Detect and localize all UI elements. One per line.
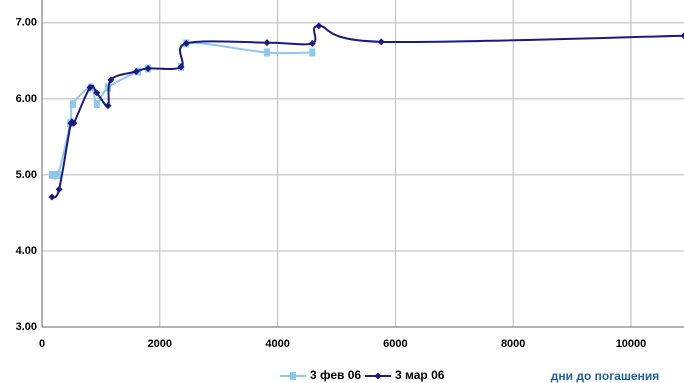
marker — [132, 67, 140, 75]
marker — [315, 22, 323, 30]
y-tick-label: 3.00 — [16, 321, 37, 333]
marker — [49, 170, 56, 179]
marker — [86, 83, 94, 91]
marker — [70, 119, 78, 127]
marker — [377, 38, 385, 46]
legend-marker — [374, 372, 382, 380]
legend-marker — [290, 372, 296, 380]
marker — [93, 100, 100, 109]
marker — [104, 102, 112, 110]
x-tick-label: 4000 — [265, 338, 289, 350]
marker — [182, 39, 190, 47]
x-tick-label: 0 — [39, 338, 45, 350]
marker — [308, 39, 316, 47]
marker — [69, 100, 76, 109]
marker — [55, 185, 63, 193]
x-tick-label: 10000 — [616, 338, 647, 350]
marker — [54, 170, 61, 179]
marker — [177, 63, 185, 71]
y-tick-label: 5.00 — [16, 169, 37, 181]
marker — [680, 32, 684, 40]
legend-label: 3 фев 06 — [310, 368, 361, 382]
marker — [48, 193, 56, 201]
x-tick-label: 2000 — [148, 338, 172, 350]
marker — [263, 39, 271, 47]
x-tick-label: 8000 — [501, 338, 525, 350]
marker — [309, 48, 316, 57]
marker — [263, 48, 270, 57]
y-tick-label: 7.00 — [16, 17, 37, 29]
marker — [107, 76, 115, 84]
x-tick-label: 6000 — [383, 338, 407, 350]
y-tick-label: 4.00 — [16, 245, 37, 257]
legend-label: 3 мар 06 — [395, 368, 445, 382]
x-axis-label: дни до погашения — [551, 369, 659, 383]
series-line — [51, 24, 684, 199]
y-tick-label: 6.00 — [16, 93, 37, 105]
marker — [144, 64, 152, 72]
marker — [93, 89, 101, 97]
